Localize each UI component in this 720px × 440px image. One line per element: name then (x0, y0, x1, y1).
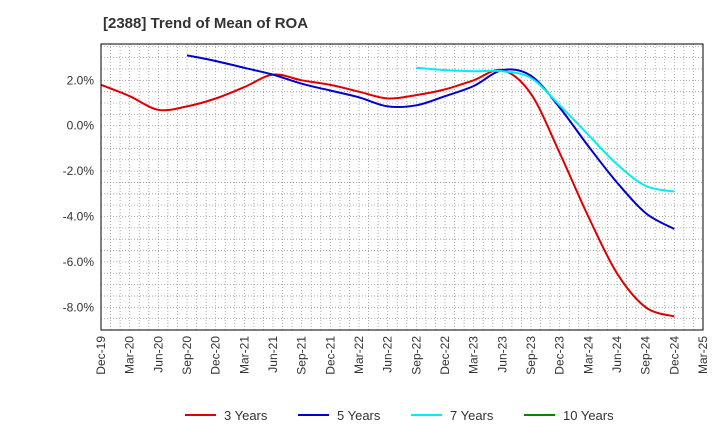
x-tick-label: Jun-22 (381, 336, 395, 373)
series-line-7-years (416, 66, 675, 193)
x-tick-label: Sep-20 (180, 336, 194, 375)
y-tick-label: 2.0% (67, 73, 95, 87)
legend-label-10-years: 10 Years (563, 408, 614, 423)
chart-title: [2388] Trend of Mean of ROA (103, 15, 308, 32)
x-tick-label: Mar-24 (581, 336, 595, 374)
x-tick-label: Jun-24 (610, 336, 624, 373)
x-tick-label: Sep-24 (639, 336, 653, 375)
x-tick-label: Mar-22 (352, 336, 366, 374)
y-tick-label: -4.0% (63, 210, 95, 224)
x-tick-label: Sep-22 (409, 336, 423, 375)
x-tick-label: Dec-21 (323, 336, 337, 375)
x-tick-label: Dec-20 (209, 336, 223, 375)
x-tick-label: Mar-21 (237, 336, 251, 374)
y-tick-label: 0.0% (67, 119, 95, 133)
series-line-5-years (186, 54, 675, 230)
legend-label-3-years: 3 Years (224, 408, 268, 423)
series-line-3-years (100, 68, 675, 318)
plot-frame (100, 43, 704, 331)
y-tick-label: -2.0% (63, 164, 95, 178)
grid (100, 44, 704, 330)
x-tick-label: Sep-21 (295, 336, 309, 375)
x-axis-tick-labels: Dec-19 Mar-20 Jun-20 Sep-20 Dec-20 Mar-21 Jun-… (94, 336, 710, 375)
y-tick-label: -8.0% (63, 300, 95, 314)
x-tick-label: Dec-19 (94, 336, 108, 375)
legend-label-7-years: 7 Years (450, 408, 494, 423)
x-tick-label: Dec-24 (667, 336, 681, 375)
series-lines (100, 54, 675, 318)
x-tick-label: Jun-23 (495, 336, 509, 373)
legend: 3 Years 5 Years 7 Years 10 Years (185, 408, 614, 423)
x-tick-label: Jun-20 (151, 336, 165, 373)
y-axis-tick-labels: 2.0% 0.0% -2.0% -4.0% -6.0% -8.0% (63, 73, 95, 314)
x-tick-label: Mar-23 (467, 336, 481, 374)
x-tick-label: Mar-20 (123, 336, 137, 374)
legend-label-5-years: 5 Years (337, 408, 381, 423)
x-tick-label: Dec-22 (438, 336, 452, 375)
y-tick-label: -6.0% (63, 255, 95, 269)
x-tick-label: Sep-23 (524, 336, 538, 375)
x-tick-label: Dec-23 (553, 336, 567, 375)
x-tick-label: Jun-21 (266, 336, 280, 373)
x-tick-label: Mar-25 (696, 336, 710, 374)
